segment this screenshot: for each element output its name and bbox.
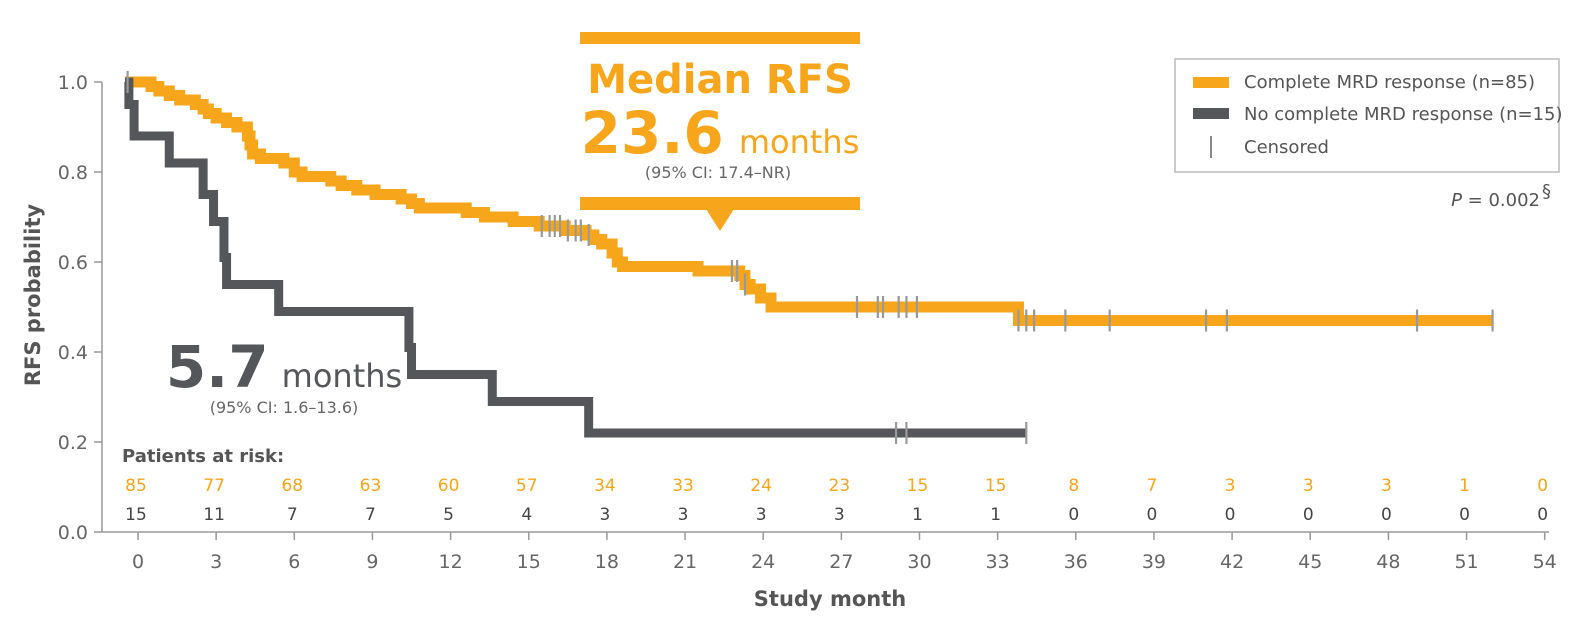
risk-count-complete: 33 [672,476,694,496]
risk-table: 8515771168763760557434333324323315115180… [125,476,1548,525]
risk-count-complete: 85 [125,476,147,496]
x-tick-label: 45 [1298,551,1322,573]
risk-count-complete: 7 [1147,476,1158,496]
x-tick-label: 36 [1064,551,1088,573]
p-value: P = 0.002 [1451,190,1540,211]
legend-box [1174,58,1560,173]
y-tick-label: 0.4 [58,342,88,364]
risk-count-no-complete: 3 [678,505,689,525]
risk-count-complete: 60 [438,476,460,496]
risk-count-no-complete: 1 [912,505,923,525]
risk-count-complete: 77 [203,476,225,496]
risk-count-complete: 23 [829,476,851,496]
x-tick-label: 0 [132,551,144,573]
risk-count-no-complete: 3 [599,505,610,525]
x-tick-label: 12 [439,551,463,573]
x-tick-label: 21 [673,551,697,573]
y-tick-label: 0.2 [58,432,88,454]
median-title: Median RFS [587,57,853,103]
risk-count-no-complete: 7 [287,505,298,525]
legend-label-censored: Censored [1244,137,1329,158]
risk-count-no-complete: 0 [1381,505,1392,525]
x-tick-label: 30 [907,551,931,573]
x-tick-label: 27 [829,551,853,573]
median-value-complete: 23.6 months [581,99,860,167]
risk-count-complete: 8 [1068,476,1079,496]
x-tick-label: 48 [1376,551,1400,573]
curve-complete-mrd [124,76,1493,326]
x-axis-title: Study month [754,587,906,611]
legend-swatch-complete [1193,77,1229,88]
x-tick-label: 33 [986,551,1010,573]
legend-swatch-no-complete [1193,108,1229,119]
x-tick-label: 24 [751,551,775,573]
risk-table-title: Patients at risk: [122,446,284,467]
risk-count-complete: 68 [281,476,303,496]
risk-count-complete: 3 [1303,476,1314,496]
median-ci-complete: (95% CI: 17.4–NR) [645,163,791,182]
risk-count-no-complete: 0 [1459,505,1470,525]
x-tick-label: 51 [1454,551,1478,573]
p-value-footnote-mark: § [1542,181,1551,202]
legend-label-no-complete: No complete MRD response (n=15) [1244,104,1563,125]
risk-count-no-complete: 3 [834,505,845,525]
risk-count-complete: 34 [594,476,616,496]
risk-count-no-complete: 0 [1068,505,1079,525]
censor-marks [126,71,1494,444]
risk-count-no-complete: 11 [203,505,225,525]
x-tick-label: 15 [517,551,541,573]
risk-count-no-complete: 5 [443,505,454,525]
risk-count-no-complete: 7 [365,505,376,525]
x-tick-label: 54 [1533,551,1557,573]
x-tick-label: 39 [1142,551,1166,573]
risk-count-no-complete: 3 [756,505,767,525]
x-ticks: 0 3 6 9 12 15 18 21 24 27 30 33 36 39 42 45 48 51 54 [132,532,1557,573]
risk-count-no-complete: 1 [990,505,1001,525]
y-ticks: 0.0 0.2 0.4 0.6 0.8 1.0 [58,72,102,544]
x-tick-label: 18 [595,551,619,573]
risk-count-no-complete: 4 [521,505,532,525]
y-axis-title: RFS probability [21,204,45,387]
x-tick-label: 9 [366,551,378,573]
y-tick-label: 0.8 [58,162,88,184]
risk-count-complete: 24 [750,476,772,496]
x-tick-label: 42 [1220,551,1244,573]
y-tick-label: 0.0 [58,522,88,544]
risk-count-complete: 3 [1381,476,1392,496]
risk-count-no-complete: 15 [125,505,147,525]
risk-count-complete: 0 [1537,476,1548,496]
risk-count-no-complete: 0 [1147,505,1158,525]
median-ci-no-complete: (95% CI: 1.6–13.6) [210,398,359,417]
median-callout-complete: Median RFS 23.6 months (95% CI: 17.4–NR) [580,32,860,231]
risk-count-complete: 1 [1459,476,1470,496]
risk-count-complete: 15 [985,476,1007,496]
median-callout-no-complete: 5.7 months (95% CI: 1.6–13.6) [166,333,402,417]
legend-label-complete: Complete MRD response (n=85) [1244,72,1535,93]
callout-bottom-bar [580,197,860,210]
x-tick-label: 3 [210,551,222,573]
risk-count-complete: 3 [1225,476,1236,496]
risk-count-complete: 63 [360,476,382,496]
y-tick-label: 1.0 [58,72,88,94]
y-tick-label: 0.6 [58,252,88,274]
risk-count-complete: 57 [516,476,538,496]
x-tick-label: 6 [288,551,300,573]
risk-count-complete: 15 [907,476,929,496]
risk-count-no-complete: 0 [1303,505,1314,525]
curves [124,76,1493,438]
risk-count-no-complete: 0 [1225,505,1236,525]
callout-pointer-icon [706,209,734,231]
risk-count-no-complete: 0 [1537,505,1548,525]
callout-top-bar [580,32,860,44]
curve-no-complete-mrd [124,77,1027,438]
median-value-no-complete: 5.7 months [166,333,402,401]
axes [101,82,1549,533]
legend: Complete MRD response (n=85) No complete… [1174,58,1563,173]
